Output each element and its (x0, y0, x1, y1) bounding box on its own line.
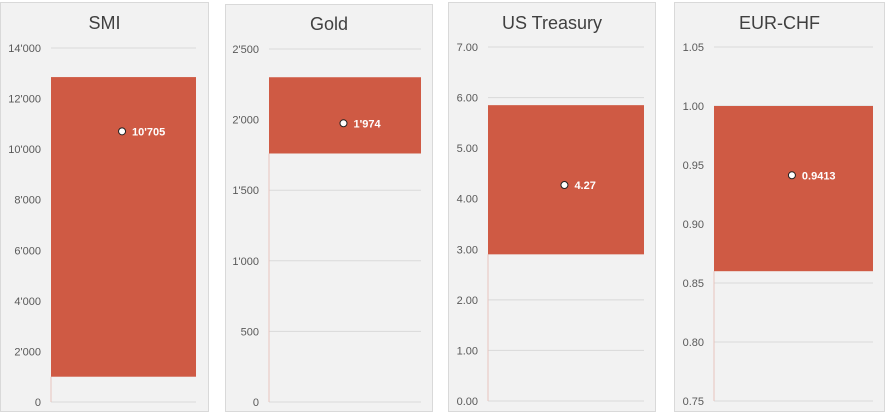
y-tick-label: 14'000 (8, 43, 41, 55)
chart-panel-eur-chf: EUR-CHF 0.75 0.80 0.85 0.90 0.95 1.00 1.05 0.94… (674, 2, 885, 412)
y-tick-label: 0.95 (683, 160, 704, 172)
chart-title-smi: SMI (88, 13, 121, 33)
y-tick-label: 1'500 (232, 185, 259, 197)
chart-title-us-treasury: US Treasury (501, 13, 603, 33)
y-tick-label: 4'000 (14, 296, 41, 308)
y-tick-label: 3.00 (457, 244, 478, 256)
chart-plot-us-treasury: 0.00 1.00 2.00 3.00 4.00 5.00 6.00 7.00 4.27 (457, 42, 644, 408)
y-tick-label: 6'000 (14, 245, 41, 257)
range-bar (269, 77, 421, 154)
y-tick-label: 0.85 (683, 278, 704, 290)
y-tick-label: 1'000 (232, 256, 259, 268)
current-value-label: 10'705 (132, 126, 165, 138)
y-tick-label: 2.00 (457, 295, 478, 307)
chart-plot-smi: 0 2'000 4'000 6'000 8'000 10'000 12'000 14'000 1… (8, 43, 196, 409)
y-tick-label: 12'000 (8, 94, 41, 106)
range-bar (714, 106, 873, 272)
y-tick-label: 7.00 (457, 42, 478, 54)
range-bar (51, 77, 196, 377)
y-tick-label: 1.05 (683, 42, 704, 54)
y-tick-label: 2'500 (232, 44, 259, 56)
chart-plot-eur-chf: 0.75 0.80 0.85 0.90 0.95 1.00 1.05 0.9413 (683, 42, 873, 408)
chart-panel-us-treasury: US Treasury 0.00 1.00 2.00 3.00 4.00 5.00 6.00… (448, 2, 656, 412)
current-value-marker (787, 171, 796, 180)
y-tick-label: 0.90 (683, 219, 704, 231)
y-tick-label: 6.00 (457, 93, 478, 105)
chart-panel-gold: Gold 0 500 1'000 1'500 2'000 2'500 1'974 (225, 4, 433, 412)
range-bar (488, 105, 644, 255)
chart-title-eur-chf: EUR-CHF (739, 13, 820, 33)
y-tick-label: 8'000 (14, 195, 41, 207)
y-tick-label: 5.00 (457, 143, 478, 155)
y-tick-label: 4.00 (457, 194, 478, 206)
current-value-marker (118, 127, 127, 136)
y-tick-label: 10'000 (8, 144, 41, 156)
y-tick-label: 1.00 (457, 345, 478, 357)
y-tick-label: 0 (253, 397, 259, 409)
y-tick-label: 0.75 (683, 396, 704, 408)
y-tick-label: 0 (35, 397, 41, 409)
y-tick-label: 2'000 (232, 115, 259, 127)
current-value-label: 1'974 (353, 118, 381, 130)
y-tick-label: 1.00 (683, 101, 704, 113)
y-tick-label: 2'000 (14, 346, 41, 358)
chart-plot-gold: 0 500 1'000 1'500 2'000 2'500 1'974 (232, 44, 421, 409)
y-tick-label: 0.80 (683, 337, 704, 349)
current-value-label: 4.27 (574, 180, 595, 192)
current-value-label: 0.9413 (802, 170, 836, 182)
y-tick-label: 500 (241, 326, 259, 338)
current-value-marker (560, 181, 569, 190)
chart-title-gold: Gold (309, 14, 349, 34)
chart-panel-smi: SMI 0 2'000 4'000 6'000 8'000 10'000 12'000 14'… (0, 2, 209, 412)
current-value-marker (339, 119, 348, 128)
y-tick-label: 0.00 (457, 396, 478, 408)
